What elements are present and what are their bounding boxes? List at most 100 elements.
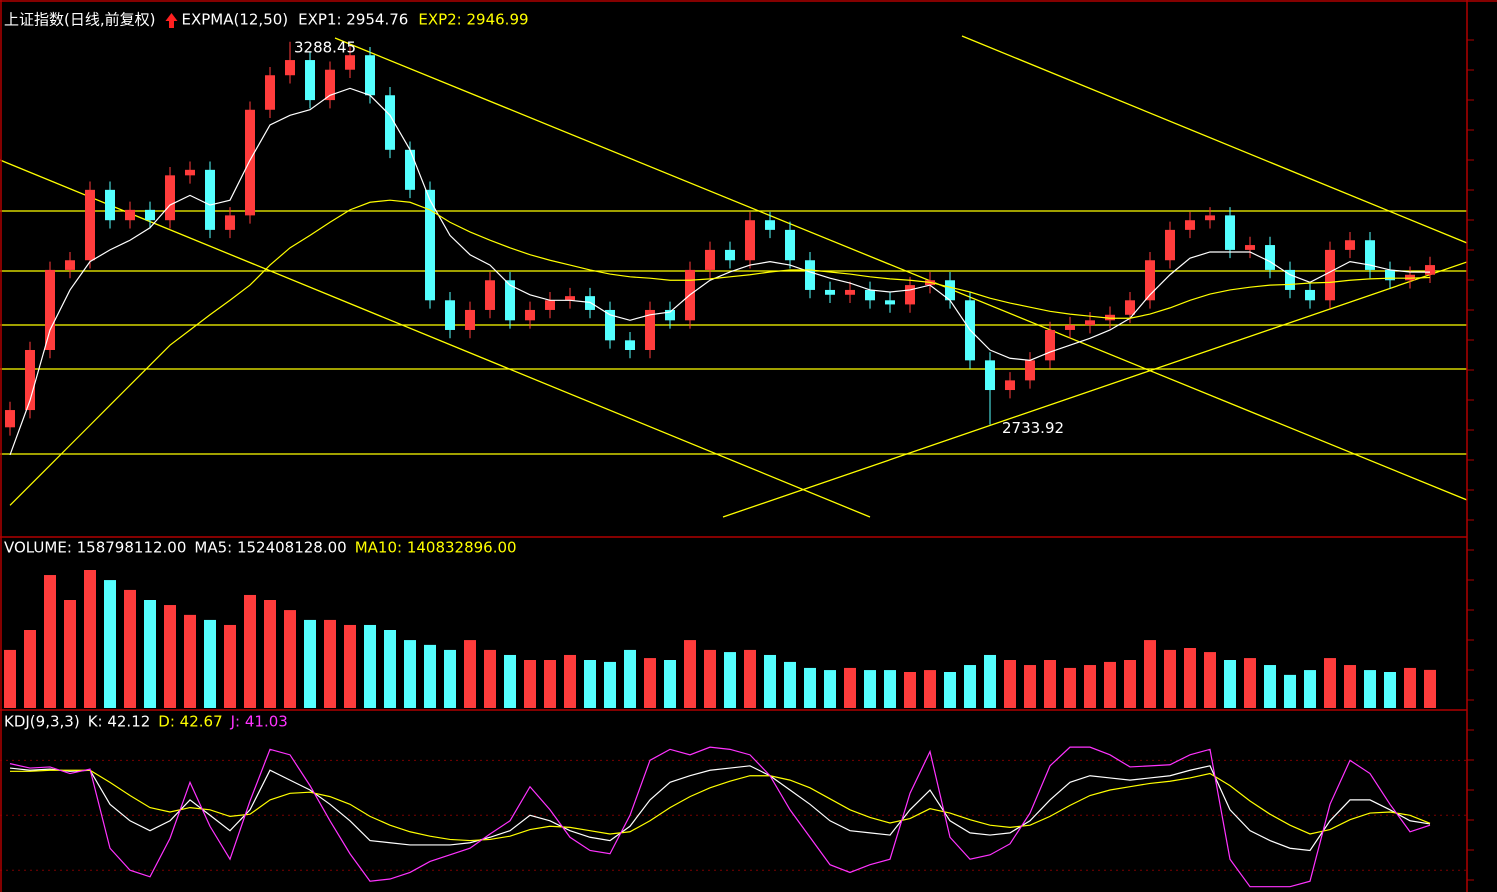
candle-body bbox=[905, 285, 915, 305]
volume-bar bbox=[1144, 640, 1156, 708]
candle-body bbox=[1305, 289, 1315, 301]
candle-body bbox=[885, 300, 895, 305]
candle-body bbox=[485, 280, 495, 310]
candle-body bbox=[985, 360, 995, 391]
volume-bar bbox=[424, 644, 436, 708]
volume-bar bbox=[744, 649, 756, 708]
volume-bar bbox=[544, 660, 556, 708]
candle-body bbox=[665, 309, 675, 321]
candle-body bbox=[1165, 229, 1175, 261]
candle-body bbox=[205, 169, 215, 230]
volume-bar bbox=[964, 665, 976, 708]
indicator-line bbox=[9, 87, 1431, 456]
volume-bar bbox=[284, 610, 296, 708]
candle-body bbox=[1025, 360, 1035, 381]
volume-bar bbox=[304, 619, 316, 708]
volume-bar bbox=[184, 614, 196, 708]
candle-body bbox=[225, 215, 235, 230]
volume-bar bbox=[844, 667, 856, 708]
candle-body bbox=[1145, 260, 1155, 301]
volume-bar bbox=[604, 661, 616, 708]
volume-bar bbox=[1064, 667, 1076, 708]
legend-label: EXP1: 2954.76 bbox=[298, 11, 408, 29]
candle-body bbox=[1385, 269, 1395, 281]
candle-body bbox=[105, 189, 115, 221]
kdj-pane bbox=[0, 746, 1467, 888]
volume-bar bbox=[824, 670, 836, 708]
candle-body bbox=[1185, 220, 1195, 230]
candle-body bbox=[765, 220, 775, 230]
candle-body bbox=[1365, 240, 1375, 270]
volume-bar bbox=[884, 670, 896, 708]
candle-body bbox=[1225, 215, 1235, 250]
legend-label: MA5: 152408128.00 bbox=[194, 539, 346, 557]
legend-label: VOLUME: 158798112.00 bbox=[4, 539, 186, 557]
volume-bar bbox=[244, 594, 256, 708]
candle-body bbox=[45, 269, 55, 350]
candle-body bbox=[25, 349, 35, 411]
volume-bar bbox=[684, 640, 696, 708]
plot: 3288.45 2733.92 上证指数(日线,前复权) EXPMA(12,50) EX… bbox=[0, 11, 1474, 888]
volume-bar bbox=[1204, 652, 1216, 708]
volume-bar bbox=[1044, 660, 1056, 708]
volume-bar bbox=[84, 570, 96, 708]
chart-title: 上证指数(日线,前复权) bbox=[4, 11, 155, 29]
high-label: 3288.45 bbox=[294, 38, 356, 56]
volume-bar bbox=[24, 630, 36, 708]
candle-body bbox=[625, 340, 635, 350]
candle-body bbox=[1285, 269, 1295, 290]
candle-body bbox=[325, 69, 335, 101]
candle-body bbox=[845, 289, 855, 295]
candle-body bbox=[1245, 245, 1255, 250]
candle-body bbox=[825, 289, 835, 295]
volume-bar bbox=[1404, 667, 1416, 708]
volume-bar bbox=[1284, 674, 1296, 708]
candle-body bbox=[145, 209, 155, 221]
candle-body bbox=[865, 289, 875, 301]
volume-bar bbox=[984, 654, 996, 708]
volume-bar bbox=[44, 575, 56, 708]
volume-bar bbox=[564, 654, 576, 708]
candle-body bbox=[385, 95, 395, 150]
candle-body bbox=[405, 149, 415, 190]
volume-bar bbox=[524, 660, 536, 708]
candle-body bbox=[1065, 325, 1075, 330]
candle-body bbox=[1205, 215, 1215, 221]
candle-body bbox=[1085, 320, 1095, 326]
indicator-line bbox=[9, 765, 1431, 852]
candle-body bbox=[1105, 314, 1115, 321]
legend-label: D: 42.67 bbox=[158, 713, 222, 731]
candle-body bbox=[565, 296, 575, 301]
candle-body bbox=[365, 55, 375, 96]
volume-bar bbox=[484, 649, 496, 708]
volume-bar bbox=[804, 667, 816, 708]
candle-body bbox=[645, 309, 655, 350]
candle-body bbox=[1425, 265, 1435, 275]
volume-bar bbox=[504, 654, 516, 708]
volume-bar bbox=[784, 661, 796, 708]
candle-body bbox=[1005, 380, 1015, 391]
candle-body bbox=[425, 189, 435, 301]
legend-label: KDJ(9,3,3) bbox=[4, 713, 80, 731]
volume-bar bbox=[1084, 665, 1096, 708]
volume-bar bbox=[1184, 648, 1196, 708]
candle-body bbox=[605, 309, 615, 341]
volume-bar bbox=[1424, 669, 1436, 708]
candle-body bbox=[1345, 240, 1355, 250]
volume-bar bbox=[1124, 660, 1136, 708]
volume-bar bbox=[944, 672, 956, 708]
indicator-line bbox=[9, 199, 1431, 506]
volume-bar bbox=[864, 670, 876, 708]
volume-bar bbox=[64, 600, 76, 708]
candle-body bbox=[1325, 249, 1335, 301]
candle-body bbox=[445, 300, 455, 330]
volume-bar bbox=[624, 649, 636, 708]
volume-bar bbox=[904, 672, 916, 708]
volume-bar bbox=[364, 624, 376, 708]
volume-bar bbox=[664, 660, 676, 708]
candle-body bbox=[525, 309, 535, 321]
candle-body bbox=[1125, 300, 1135, 315]
legend-label: MA10: 140832896.00 bbox=[355, 539, 517, 557]
candle-body bbox=[125, 209, 135, 221]
